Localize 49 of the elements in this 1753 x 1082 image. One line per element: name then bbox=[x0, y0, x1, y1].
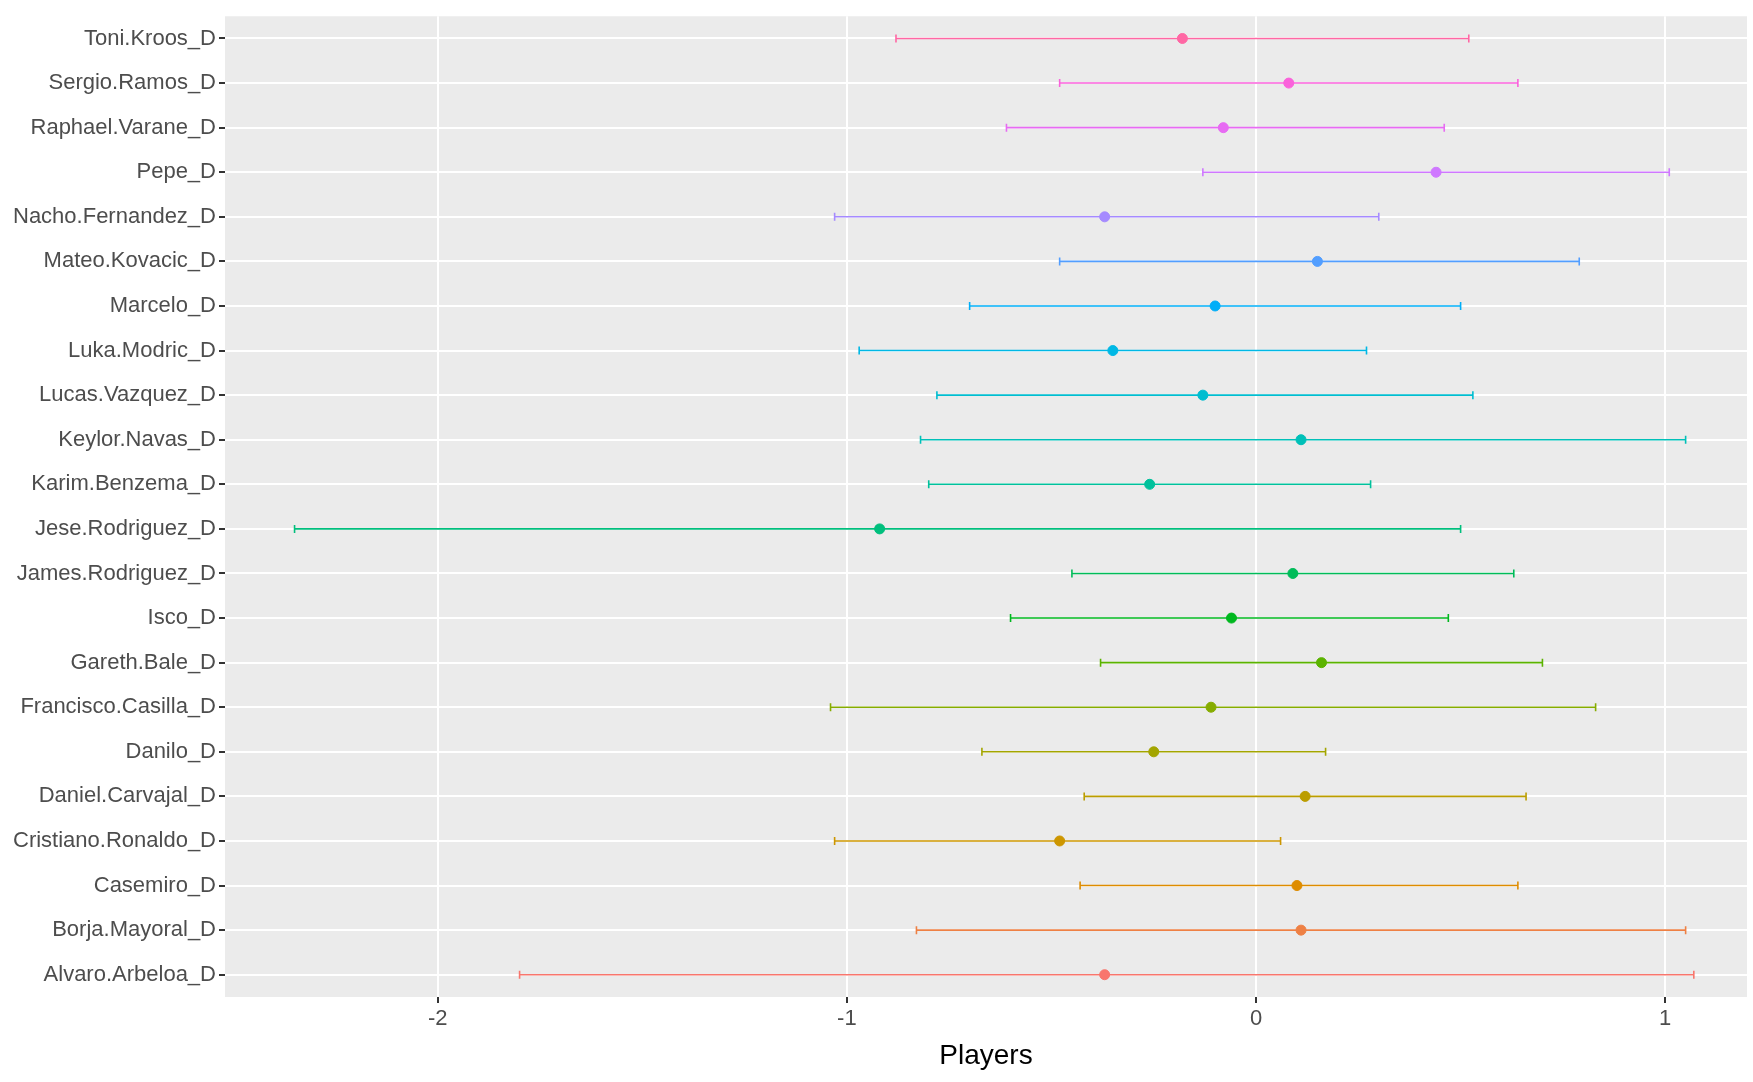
point bbox=[1295, 434, 1307, 446]
point bbox=[1287, 567, 1299, 579]
y-tick-label: Danilo_D bbox=[125, 737, 217, 763]
y-tick-label: James.Rodriguez_D bbox=[16, 559, 217, 585]
y-tick-label: Nacho.Fernandez_D bbox=[12, 202, 217, 228]
point bbox=[1299, 790, 1311, 802]
point bbox=[1099, 211, 1111, 223]
point bbox=[874, 523, 886, 535]
y-tick-label: Toni.Kroos_D bbox=[83, 24, 217, 50]
y-tick-label: Cristiano.Ronaldo_D bbox=[13, 827, 217, 853]
point bbox=[1311, 255, 1323, 267]
point bbox=[1225, 612, 1237, 624]
y-tick-label: Marcelo_D bbox=[109, 292, 217, 318]
point bbox=[1107, 345, 1119, 357]
point bbox=[1430, 166, 1442, 178]
y-tick-label: Alvaro.Arbeloa_D bbox=[43, 960, 217, 986]
point bbox=[1295, 924, 1307, 936]
y-tick-label: Mateo.Kovacic_D bbox=[43, 247, 217, 273]
point bbox=[1176, 32, 1188, 44]
point bbox=[1205, 701, 1217, 713]
y-tick-label: Jese.Rodriguez_D bbox=[35, 514, 217, 540]
y-tick-label: Sergio.Ramos_D bbox=[48, 69, 217, 95]
point bbox=[1291, 880, 1303, 892]
x-tick-label: -2 bbox=[427, 1005, 448, 1031]
y-tick-label: Casemiro_D bbox=[93, 871, 217, 897]
point bbox=[1217, 122, 1229, 134]
point bbox=[1197, 389, 1209, 401]
y-tick-label: Pepe_D bbox=[136, 158, 217, 184]
x-tick-label: 0 bbox=[1249, 1005, 1263, 1031]
x-axis-title: Players bbox=[939, 1038, 1033, 1070]
point bbox=[1054, 835, 1066, 847]
y-tick-label: Francisco.Casilla_D bbox=[20, 693, 217, 719]
y-tick-label: Luka.Modric_D bbox=[68, 336, 217, 362]
point bbox=[1148, 746, 1160, 758]
y-tick-label: Keylor.Navas_D bbox=[58, 425, 217, 451]
y-tick-label: Isco_D bbox=[147, 604, 217, 630]
y-tick-label: Lucas.Vazquez_D bbox=[39, 381, 217, 407]
point bbox=[1316, 657, 1327, 669]
y-tick-label: Raphael.Varane_D bbox=[30, 113, 217, 139]
x-tick-label: -1 bbox=[837, 1005, 857, 1031]
point bbox=[1144, 478, 1156, 490]
y-tick-label: Karim.Benzema_D bbox=[31, 470, 217, 496]
x-tick-label: 1 bbox=[1659, 1005, 1672, 1031]
y-tick-label: Borja.Mayoral_D bbox=[52, 916, 217, 942]
point bbox=[1209, 300, 1221, 312]
point bbox=[1283, 77, 1295, 89]
point bbox=[1099, 969, 1111, 981]
y-tick-label: Daniel.Carvajal_D bbox=[38, 782, 217, 808]
y-tick-label: Gareth.Bale_D bbox=[70, 648, 217, 674]
